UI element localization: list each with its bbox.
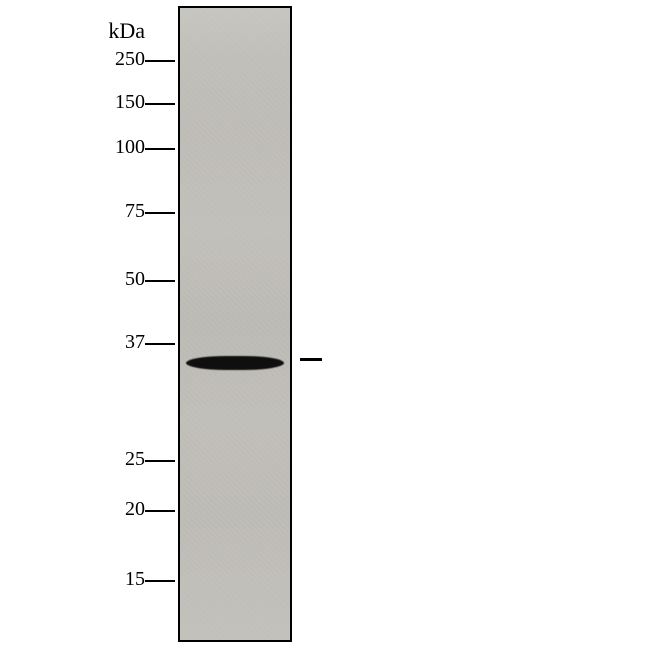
band-indicator [300,358,322,361]
tick-mark [145,212,175,214]
tick-label: 250 [0,48,145,71]
tick-label: 150 [0,91,145,114]
tick-mark [145,148,175,150]
tick-label: 100 [0,136,145,159]
tick-mark [145,103,175,105]
protein-band [186,356,284,370]
tick-label: 37 [0,331,145,354]
tick-label: 50 [0,268,145,291]
lane-noise [180,8,290,640]
tick-mark [145,510,175,512]
tick-label: 15 [0,568,145,591]
tick-label: 20 [0,498,145,521]
tick-mark [145,60,175,62]
axis-title: kDa [0,18,145,44]
tick-label: 75 [0,200,145,223]
tick-mark [145,460,175,462]
tick-mark [145,580,175,582]
tick-mark [145,343,175,345]
western-blot-figure: kDa 250 150 100 75 50 37 25 20 15 [0,0,650,650]
tick-mark [145,280,175,282]
tick-label: 25 [0,448,145,471]
blot-lane [178,6,292,642]
